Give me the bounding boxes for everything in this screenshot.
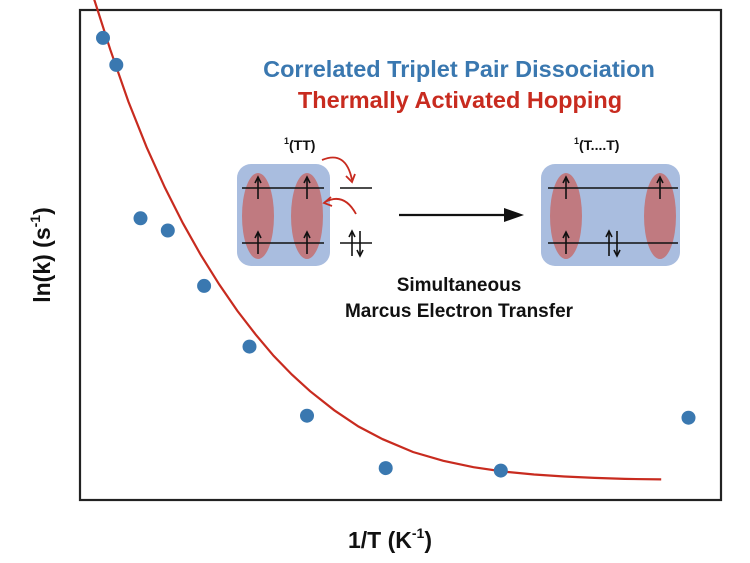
data-point <box>681 410 696 425</box>
inset-right-state-sup: 1 <box>574 136 579 146</box>
data-point <box>493 463 508 478</box>
data-point <box>197 278 212 293</box>
data-point <box>300 408 314 423</box>
inset-right-state-text: (T....T) <box>579 137 619 153</box>
inset-right-lobe-2 <box>644 173 676 259</box>
data-point <box>96 30 110 45</box>
inset-left-levels <box>242 175 372 258</box>
inset-caption-line2: Marcus Electron Transfer <box>345 301 574 322</box>
data-point <box>133 211 148 226</box>
data-points-layer <box>96 30 696 478</box>
data-point <box>242 339 257 354</box>
y-axis-label-sup: -1 <box>27 215 43 228</box>
x-axis-label-close: ) <box>424 527 432 553</box>
inset-main-arrow <box>399 208 524 222</box>
y-axis-label-text: ln(k) (s <box>29 227 55 302</box>
x-axis-label-text: 1/T (K <box>348 527 412 553</box>
inset-diagram: 1(TT) 1(T....T) <box>237 136 680 322</box>
fit-line-layer <box>93 0 662 481</box>
inset-right-lobe-1 <box>550 173 582 259</box>
inset-left-state-sup: 1 <box>284 136 289 146</box>
data-point <box>109 57 124 72</box>
inset-right-levels <box>548 175 678 258</box>
legend-entry-points: Correlated Triplet Pair Dissociation <box>263 56 655 82</box>
x-axis-label-sup: -1 <box>412 525 425 541</box>
inset-right-state-label: 1(T....T) <box>574 136 619 153</box>
legend-entry-fit-line: Thermally Activated Hopping <box>298 87 622 113</box>
plot-frame <box>78 8 723 502</box>
inset-left-state-text: (TT) <box>289 137 315 153</box>
inset-transfer-arrows <box>321 156 357 215</box>
inset-left-lobe-1 <box>242 173 274 259</box>
data-point <box>160 223 175 238</box>
y-axis-label: ln(k) (s-1) <box>27 207 55 303</box>
y-axis-label-close: ) <box>29 207 55 215</box>
inset-left-state-label: 1(TT) <box>284 136 315 153</box>
inset-left-lobe-2 <box>291 173 323 259</box>
data-point <box>378 461 393 476</box>
inset-caption-line1: Simultaneous <box>397 275 522 296</box>
x-axis-label: 1/T (K-1) <box>348 525 432 553</box>
fit-line <box>93 0 662 481</box>
